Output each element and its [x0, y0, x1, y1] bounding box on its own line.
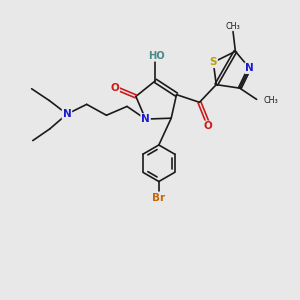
- Text: Br: Br: [152, 193, 165, 203]
- Text: O: O: [204, 122, 212, 131]
- Text: HO: HO: [148, 51, 165, 61]
- Text: N: N: [63, 109, 71, 119]
- Text: S: S: [210, 57, 217, 67]
- Text: O: O: [110, 82, 119, 93]
- Text: N: N: [245, 63, 254, 73]
- Text: N: N: [141, 114, 150, 124]
- Text: CH₃: CH₃: [263, 96, 278, 105]
- Text: CH₃: CH₃: [226, 22, 240, 31]
